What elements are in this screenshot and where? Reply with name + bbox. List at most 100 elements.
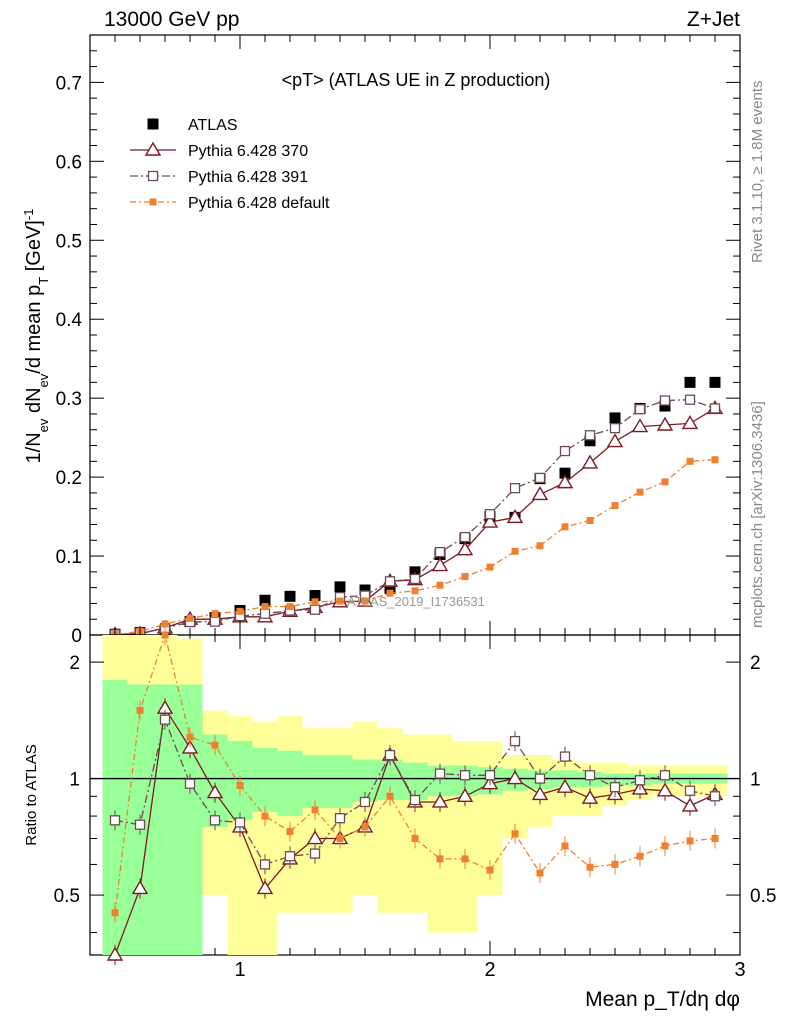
data-point xyxy=(636,488,644,496)
ratio-point xyxy=(306,830,324,845)
ratio-point xyxy=(261,812,269,820)
ratio-point xyxy=(309,848,321,859)
ratio-point xyxy=(431,793,449,808)
ratio-y-tick-label: 0.5 xyxy=(750,886,776,907)
ratio-point xyxy=(559,751,571,762)
ratio-point xyxy=(411,835,419,843)
data-point xyxy=(584,430,596,441)
data-point xyxy=(559,445,571,457)
ratio-point xyxy=(434,768,446,779)
ratio-point xyxy=(534,773,546,784)
ratio-point xyxy=(711,835,719,843)
ratio-point xyxy=(131,880,149,895)
ratio-point xyxy=(111,909,119,917)
ratio-point xyxy=(556,778,574,793)
data-point xyxy=(436,581,444,589)
y-tick-label: 0.1 xyxy=(56,547,82,568)
data-point xyxy=(384,582,396,594)
ratio-point xyxy=(561,842,569,850)
y-tick-label: 0.2 xyxy=(56,468,82,489)
data-point xyxy=(309,590,321,602)
legend-label: ATLAS xyxy=(188,117,238,134)
ratio-point xyxy=(659,770,671,781)
stat-uncertainty-band xyxy=(277,750,303,817)
ratio-point xyxy=(656,782,674,797)
data-point xyxy=(236,607,244,615)
data-point xyxy=(611,502,619,510)
data-point xyxy=(456,541,474,556)
rivet-label: Rivet 3.1.10, ≥ 1.8M events xyxy=(749,81,766,264)
ratio-point xyxy=(334,813,346,824)
ratio-point xyxy=(136,706,144,714)
data-point xyxy=(609,412,621,424)
data-point xyxy=(711,456,719,464)
y-tick-label: 0.5 xyxy=(56,231,82,252)
data-point xyxy=(286,603,294,611)
ratio-point xyxy=(284,851,296,862)
legend-label: Pythia 6.428 370 xyxy=(188,143,308,160)
data-point xyxy=(586,517,594,525)
ratio-point xyxy=(509,735,521,747)
legend: ATLAS Pythia 6.428 370 Pythia 6.428 391 Pyt… xyxy=(130,117,330,212)
ratio-point xyxy=(184,778,196,789)
data-point xyxy=(384,576,396,587)
ratio-point xyxy=(531,786,549,801)
ratio-point xyxy=(506,770,524,785)
ratio-point xyxy=(186,733,194,741)
data-point xyxy=(484,509,496,520)
data-point xyxy=(509,483,521,494)
ratio-point xyxy=(709,791,721,802)
data-point xyxy=(559,467,571,479)
data-point xyxy=(659,395,671,406)
ratio-point xyxy=(409,794,421,806)
process-label: Z+Jet xyxy=(687,8,740,31)
ratio-point xyxy=(134,819,146,830)
legend-marker xyxy=(147,118,159,130)
data-point xyxy=(361,597,369,605)
ratio-point xyxy=(459,770,471,781)
data-point xyxy=(386,589,394,597)
data-point xyxy=(409,573,421,585)
ratio-point xyxy=(211,741,219,749)
ratio-point xyxy=(661,842,669,850)
data-point xyxy=(681,415,699,430)
data-point xyxy=(284,590,296,602)
data-point xyxy=(534,472,546,484)
ratio-point xyxy=(386,792,394,800)
watermark: ATLAS_2019_I1736531 xyxy=(347,594,485,609)
energy-label: 13000 GeV pp xyxy=(104,8,239,31)
ratio-point xyxy=(511,830,519,838)
ratio-point xyxy=(359,796,371,808)
ratio-point xyxy=(234,817,246,828)
ratio-point xyxy=(436,855,444,863)
data-point xyxy=(506,508,524,524)
data-point xyxy=(631,418,649,433)
data-point xyxy=(684,394,696,405)
y-tick-label: 0 xyxy=(71,626,82,647)
chart-title: <pT> (ATLAS UE in Z production) xyxy=(282,70,551,90)
data-point xyxy=(486,563,494,571)
ratio-point xyxy=(286,827,294,835)
ratio-point xyxy=(256,880,274,895)
stat-uncertainty-band xyxy=(327,755,353,808)
data-point xyxy=(481,513,499,528)
legend-marker xyxy=(147,170,159,182)
data-point xyxy=(211,610,219,618)
ratio-point xyxy=(611,860,619,868)
mcplots-label: mcplots.cern.ch [arXiv:1306.3436] xyxy=(749,401,766,628)
data-point xyxy=(661,478,669,486)
ratio-point xyxy=(584,770,596,781)
ratio-point xyxy=(636,852,644,860)
data-point xyxy=(186,614,194,622)
ratio-point xyxy=(161,631,169,639)
ratio-y-tick-label: 0.5 xyxy=(54,886,80,907)
ratio-point xyxy=(236,781,244,789)
ratio-point xyxy=(486,866,494,874)
data-point xyxy=(656,416,674,431)
legend-marker xyxy=(144,141,162,156)
data-point xyxy=(309,604,321,615)
data-point xyxy=(659,400,671,412)
ratio-y-tick-label: 2 xyxy=(69,653,80,674)
data-point xyxy=(261,603,269,611)
